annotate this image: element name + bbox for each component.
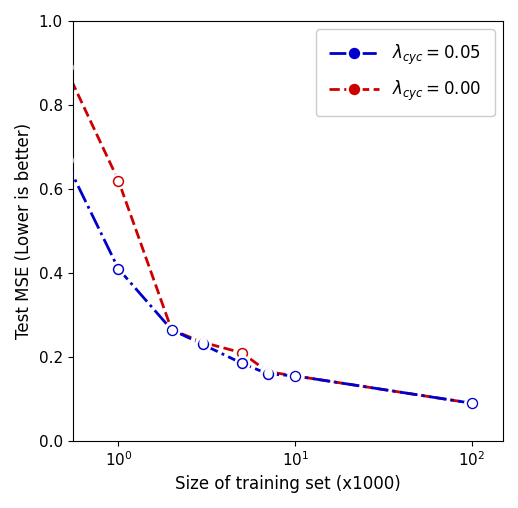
X-axis label: Size of training set (x1000): Size of training set (x1000) xyxy=(175,475,400,493)
Y-axis label: Test MSE (Lower is better): Test MSE (Lower is better) xyxy=(15,123,33,339)
Legend: $\lambda_{cyc} = 0.05$, $\lambda_{cyc} = 0.00$: $\lambda_{cyc} = 0.05$, $\lambda_{cyc} =… xyxy=(315,29,495,116)
